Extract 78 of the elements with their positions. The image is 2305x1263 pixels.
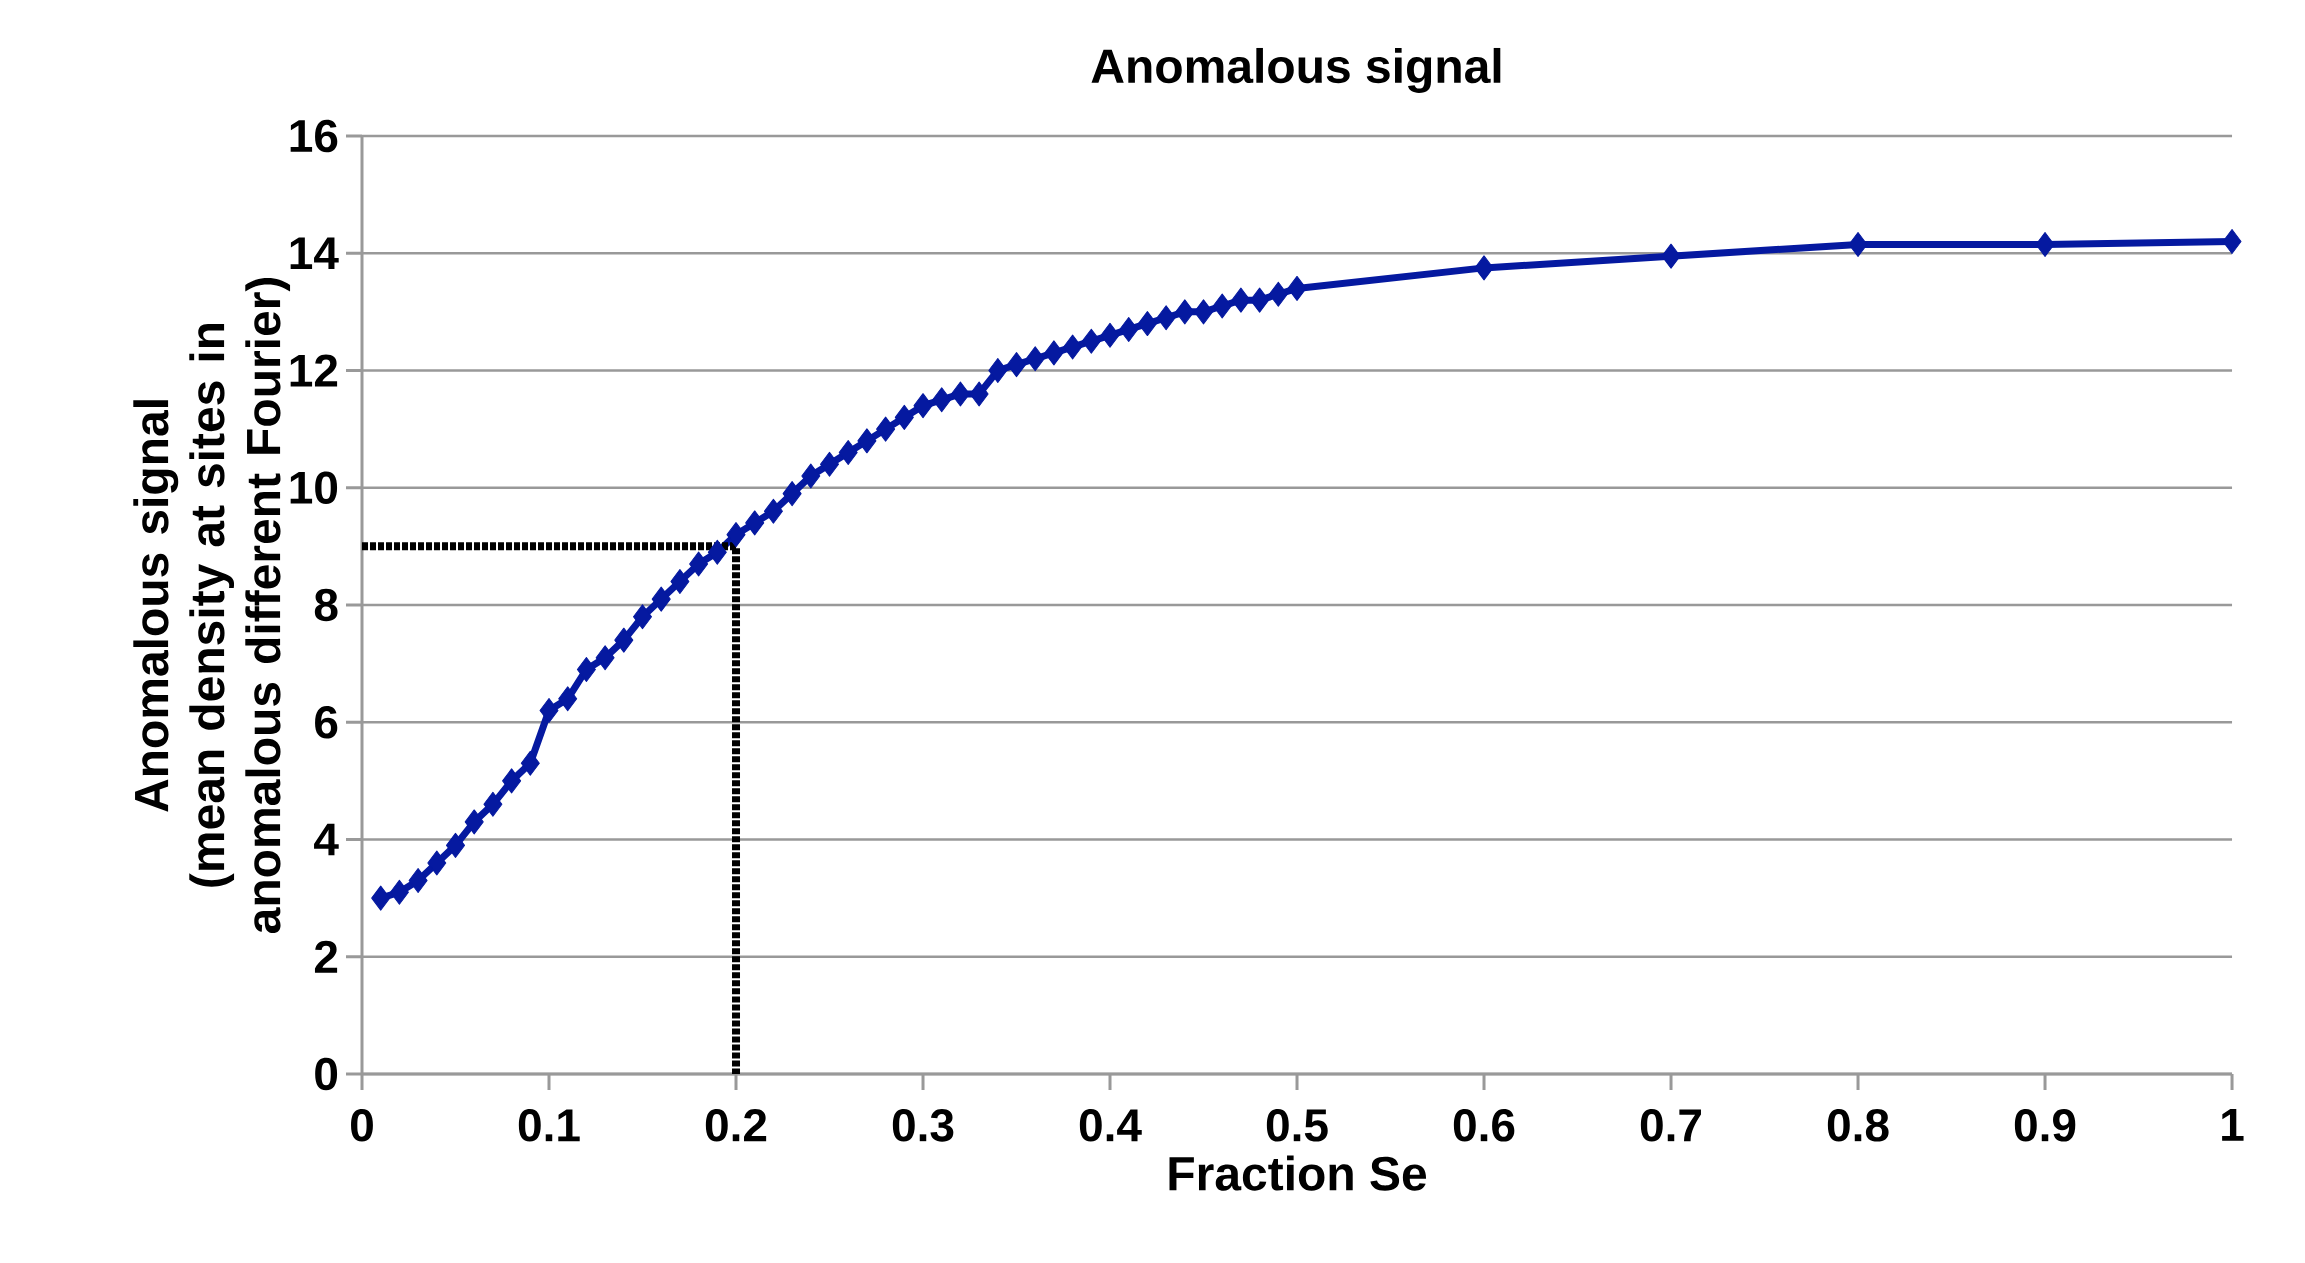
x-tick-label: 0 [351, 1109, 373, 1142]
point [1137, 311, 1157, 337]
point [932, 387, 952, 413]
x-tick-label: 0.9 [2014, 1109, 2076, 1142]
point [838, 440, 858, 466]
point [1212, 293, 1232, 319]
point [1231, 287, 1251, 313]
point [1474, 255, 1494, 281]
point [1250, 287, 1270, 313]
x-tick-label: 1 [2222, 1109, 2244, 1141]
point [988, 357, 1008, 383]
y-tick-label: 16 [290, 119, 338, 153]
y-tick-label: 14 [290, 237, 339, 270]
point [1007, 352, 1027, 378]
point [2222, 229, 2242, 255]
y-axis-title: Anomalous signal (mean density at sites in anomalous different Fourier) [133, 278, 291, 933]
point [763, 498, 783, 524]
point [707, 539, 727, 565]
point [950, 381, 970, 407]
point [539, 698, 559, 724]
point [726, 522, 746, 548]
y-tick-label: 12 [290, 354, 338, 387]
point [820, 451, 840, 477]
point [389, 879, 409, 905]
point [745, 510, 765, 536]
x-tick-label: 0.6 [1453, 1109, 1515, 1142]
y-tick-label: 4 [314, 823, 339, 856]
x-tick-label: 0.1 [518, 1109, 580, 1142]
point [969, 381, 989, 407]
point [1287, 275, 1307, 301]
point [651, 586, 671, 612]
point [427, 850, 447, 876]
x-axis-title: Fraction Se [1169, 1155, 1427, 1191]
point [1156, 305, 1176, 331]
point [1268, 281, 1288, 307]
point [894, 404, 914, 430]
point [483, 791, 503, 817]
point [408, 868, 428, 894]
point [1044, 340, 1064, 366]
point [614, 627, 634, 653]
point [576, 656, 596, 682]
y-tick-label: 10 [290, 471, 338, 505]
point [857, 428, 877, 454]
point [595, 645, 615, 671]
point [2035, 231, 2055, 257]
point [876, 416, 896, 442]
x-tick-label: 0.4 [1079, 1109, 1142, 1142]
y-tick-label: 6 [315, 705, 338, 739]
point [1119, 316, 1139, 342]
y-tick-label: 2 [314, 940, 338, 973]
point [1081, 328, 1101, 354]
point [1848, 231, 1868, 257]
point [670, 569, 690, 595]
point [1194, 299, 1214, 325]
point [1661, 243, 1681, 269]
point [782, 481, 802, 507]
point [1063, 334, 1083, 360]
point [558, 686, 578, 712]
x-tick-label: 0.7 [1640, 1109, 1701, 1142]
x-tick-label: 0.8 [1827, 1109, 1889, 1142]
chart-title: Anomalous signal [1091, 47, 1501, 93]
point [446, 832, 465, 858]
point [1100, 322, 1120, 348]
point [913, 393, 933, 419]
x-tick-label: 0.3 [892, 1109, 954, 1142]
point [1175, 299, 1195, 325]
y-tick-label: 8 [314, 588, 338, 622]
y-tick-label: 0 [315, 1057, 338, 1091]
x-tick-label: 0.5 [1266, 1109, 1328, 1142]
point [689, 551, 709, 577]
point [502, 768, 522, 794]
point [464, 809, 484, 835]
point [520, 750, 540, 776]
point [633, 604, 653, 630]
point [801, 463, 821, 489]
point [371, 885, 391, 911]
point [1025, 346, 1045, 372]
x-tick-label: 0.2 [705, 1109, 767, 1142]
